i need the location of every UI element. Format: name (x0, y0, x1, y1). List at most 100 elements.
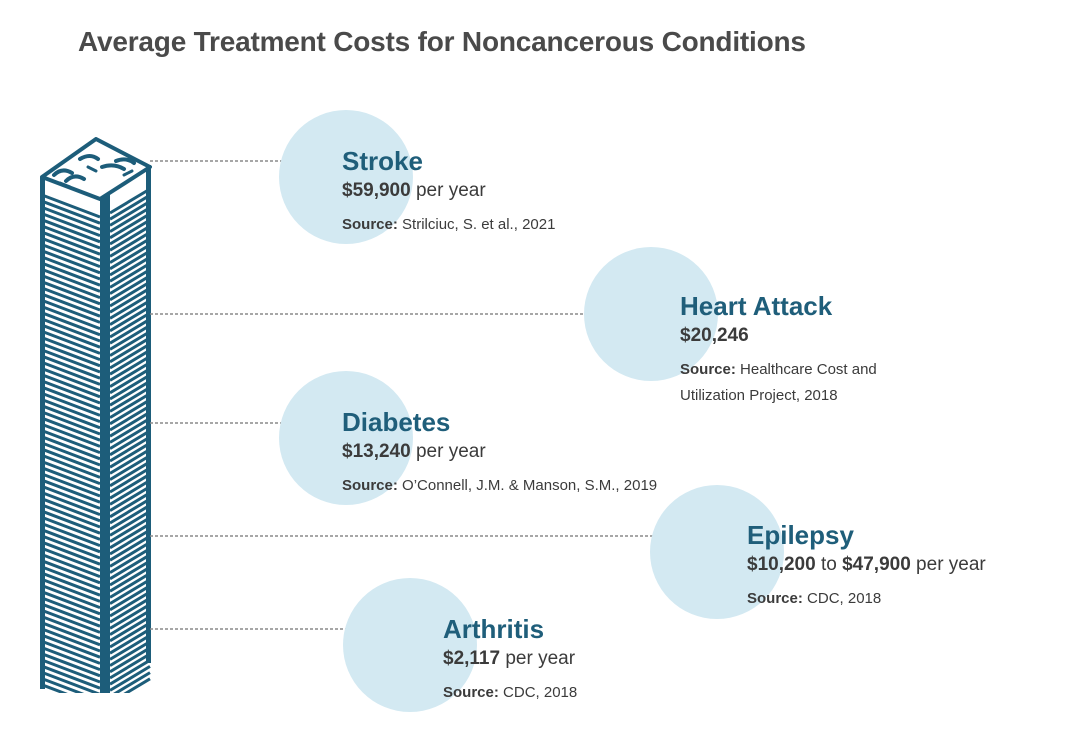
source-citation: Source: Healthcare Cost and Utilization P… (680, 357, 877, 409)
condition-bubble (584, 247, 718, 381)
bill-edge-line (41, 293, 151, 324)
bill-edge-line (41, 305, 151, 337)
source-label: Source: (680, 361, 736, 378)
stack-top (40, 137, 152, 693)
condition-bubble (650, 485, 784, 619)
source-label: Source: (342, 477, 398, 494)
bill-edge-line (41, 386, 151, 417)
cost-value: $13,240 per year (342, 439, 657, 465)
source-citation: Source: Strilciuc, S. et al., 2021 (342, 212, 555, 238)
condition-bubble (279, 371, 413, 505)
source-text: Healthcare Cost and (735, 361, 877, 378)
bill-edge-line (41, 528, 151, 560)
bill-edge-line (41, 553, 151, 585)
cost-text: per year (410, 180, 486, 201)
bill-edge-line (41, 187, 151, 219)
bill-edge-line (41, 243, 151, 275)
bill-edge-line (41, 224, 151, 256)
chart-title: Average Treatment Costs for Noncancerous… (78, 26, 806, 57)
bill-edge-line (41, 658, 151, 690)
bill-edge-line (41, 466, 151, 498)
condition-bubble (343, 578, 477, 712)
bill-edge-line (41, 410, 151, 442)
cost-value: $59,900 per year (342, 178, 555, 204)
bill-edge-line (41, 336, 151, 368)
bill-edge-line (41, 361, 151, 393)
bill-edge-line (41, 206, 151, 238)
bill-edge-line (41, 441, 151, 473)
bill-edge-line (41, 491, 151, 523)
bill-edge-line (41, 193, 151, 225)
bill-edge-line (41, 596, 151, 628)
bill-edge-line (41, 262, 151, 293)
bill-edge-line (41, 516, 151, 548)
bill-edge-line (41, 522, 151, 554)
bill-edge-line (41, 460, 151, 492)
bill-edge-line (41, 286, 151, 318)
condition-name: Stroke (342, 146, 423, 176)
stack-left-edge (40, 177, 45, 689)
bill-edge-line (41, 634, 151, 665)
source-text: Utilization Project, 2018 (680, 387, 838, 404)
bill-edge-line (41, 249, 151, 281)
source-text: CDC, 2018 (498, 684, 578, 701)
bill-edge-line (41, 640, 151, 672)
bill-edge-line (41, 652, 151, 684)
cost-amount: $59,900 (342, 180, 411, 201)
source-label: Source: (443, 684, 499, 701)
bill-edge-line (41, 677, 151, 693)
condition-label-block: Stroke $59,900 per year Source: Strilciuc,… (342, 146, 555, 238)
bill-edge-line (41, 429, 151, 461)
bill-edge-line (41, 510, 151, 541)
bill-edge-line (41, 417, 151, 448)
condition-label-block: Epilepsy $10,200 to $47,900 per year Sourc… (747, 520, 986, 612)
bill-edge-line (41, 621, 151, 653)
cost-text: per year (410, 441, 486, 462)
money-stack-icon (40, 137, 152, 693)
cost-amount: $13,240 (342, 441, 411, 462)
cost-text: per year (500, 648, 576, 669)
cost-amount: $47,900 (842, 554, 911, 575)
bill-edge-line (41, 646, 151, 678)
stack-lines (40, 165, 151, 693)
bill-edge-line (41, 609, 151, 641)
bill-edge-line (41, 404, 151, 436)
bill-edge-line (41, 547, 151, 579)
bill-edge-line (41, 392, 151, 424)
bill-edge-line (41, 311, 151, 343)
bill-edge-line (41, 200, 151, 231)
source-citation: Source: CDC, 2018 (747, 586, 986, 612)
bill-edge-line (41, 541, 151, 572)
bill-edge-line (41, 355, 151, 386)
bill-edge-line (41, 398, 151, 430)
bill-edge-line (41, 317, 151, 349)
source-label: Source: (342, 216, 398, 233)
condition-name: Diabetes (342, 407, 451, 437)
bill-edge-line (41, 479, 151, 510)
bill-edge-line (41, 423, 151, 455)
bill-edge-line (41, 274, 151, 306)
source-citation: Source: CDC, 2018 (443, 680, 577, 706)
cost-amount: $10,200 (747, 554, 816, 575)
cost-value: $20,246 (680, 323, 877, 349)
source-text: CDC, 2018 (802, 590, 882, 607)
condition-name: Heart Attack (680, 291, 833, 321)
bill-edge-line (41, 603, 151, 634)
stack-right-edge (146, 165, 151, 663)
bill-edge-line (41, 280, 151, 312)
bill-edge-line (41, 342, 151, 374)
bill-edge-line (41, 584, 151, 616)
bill-edge-line (41, 367, 151, 399)
bill-edge-line (41, 379, 151, 411)
bill-edge-line (41, 212, 151, 244)
bill-edge-line (41, 559, 151, 591)
bill-edge-line (41, 671, 151, 693)
bill-edge-line (41, 590, 151, 622)
bill-edge-line (41, 534, 151, 566)
bill-edge-line (41, 578, 151, 610)
bill-edge-line (41, 615, 151, 647)
bill-edge-line (41, 268, 151, 300)
cost-text: to (815, 554, 843, 575)
source-text: Strilciuc, S. et al., 2021 (397, 216, 556, 233)
bill-edge-line (41, 324, 151, 355)
